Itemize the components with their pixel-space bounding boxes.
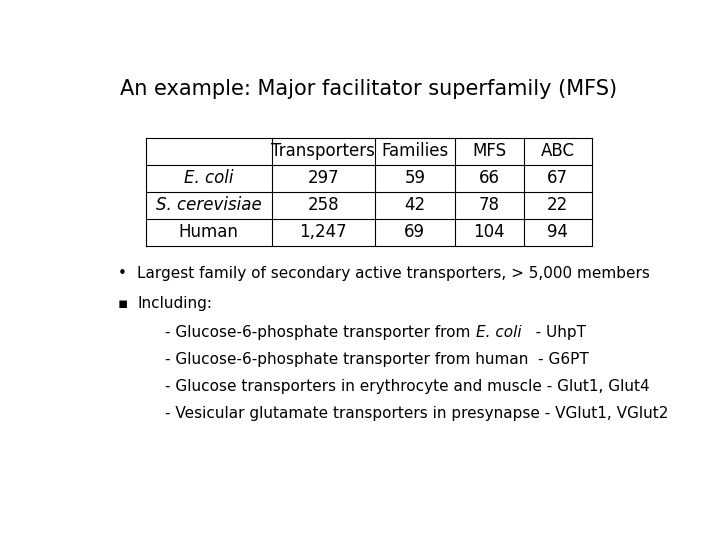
Text: E. coli: E. coli <box>476 325 521 340</box>
Text: 104: 104 <box>473 223 505 241</box>
Text: 78: 78 <box>479 196 500 214</box>
Text: E. coli: E. coli <box>184 169 233 187</box>
Text: - Vesicular glutamate transporters in presynapse - VGlut1, VGlut2: - Vesicular glutamate transporters in pr… <box>166 406 669 421</box>
Text: - UhpT: - UhpT <box>521 325 586 340</box>
Text: 1,247: 1,247 <box>300 223 347 241</box>
Text: 297: 297 <box>307 169 339 187</box>
Text: Transporters: Transporters <box>271 142 375 160</box>
Text: 66: 66 <box>479 169 500 187</box>
Text: 94: 94 <box>547 223 568 241</box>
Text: •: • <box>118 266 127 281</box>
Text: An example: Major facilitator superfamily (MFS): An example: Major facilitator superfamil… <box>120 79 618 99</box>
Text: 258: 258 <box>307 196 339 214</box>
Text: MFS: MFS <box>472 142 506 160</box>
Text: ABC: ABC <box>541 142 575 160</box>
Text: Families: Families <box>381 142 449 160</box>
Text: 22: 22 <box>547 196 569 214</box>
Text: - Glucose-6-phosphate transporter from: - Glucose-6-phosphate transporter from <box>166 325 476 340</box>
Text: Human: Human <box>179 223 239 241</box>
Text: ▪: ▪ <box>118 295 128 310</box>
Text: Largest family of secondary active transporters, > 5,000 members: Largest family of secondary active trans… <box>138 266 650 281</box>
Text: 69: 69 <box>405 223 426 241</box>
Text: 42: 42 <box>404 196 426 214</box>
Text: - Glucose transporters in erythrocyte and muscle - Glut1, Glut4: - Glucose transporters in erythrocyte an… <box>166 379 650 394</box>
Text: 59: 59 <box>405 169 426 187</box>
Text: S. cerevisiae: S. cerevisiae <box>156 196 261 214</box>
Text: Including:: Including: <box>138 295 212 310</box>
Text: 67: 67 <box>547 169 568 187</box>
Text: - Glucose-6-phosphate transporter from human  - G6PT: - Glucose-6-phosphate transporter from h… <box>166 352 589 367</box>
